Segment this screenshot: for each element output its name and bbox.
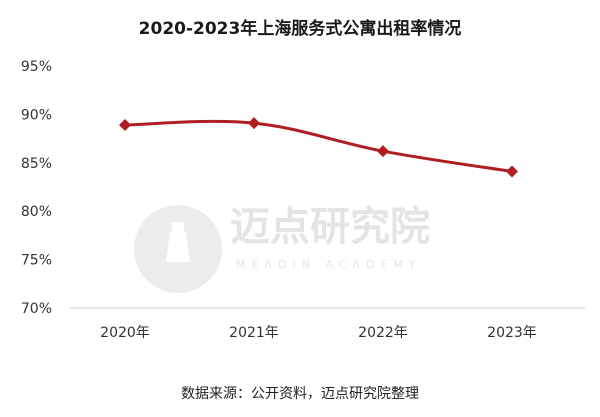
y-tick-label: 70%	[21, 301, 52, 317]
y-axis: 70% 75% 80% 85% 90% 95%	[21, 59, 52, 317]
x-axis: 2020年 2021年 2022年 2023年	[100, 325, 537, 341]
data-point-marker	[248, 117, 260, 130]
source-note: 数据来源：公开资料，迈点研究院整理	[181, 386, 419, 402]
x-tick-label: 2022年	[358, 325, 408, 341]
y-tick-label: 75%	[21, 253, 52, 269]
series-group	[119, 117, 518, 178]
watermark-tower-top	[172, 222, 184, 232]
y-tick-label: 85%	[21, 156, 52, 172]
x-tick-label: 2020年	[100, 325, 150, 341]
data-point-marker	[506, 165, 518, 178]
data-point-marker	[119, 119, 131, 132]
chart-title: 2020-2023年上海服务式公寓出租率情况	[138, 19, 462, 39]
watermark-text: 迈点研究院	[230, 204, 430, 250]
x-tick-label: 2023年	[487, 325, 537, 341]
watermark-tower-icon	[166, 232, 190, 262]
series-line	[124, 119, 513, 173]
watermark-logo: 迈点研究院 MEADIN ACADEMY	[134, 204, 430, 293]
y-tick-label: 90%	[21, 107, 52, 123]
y-tick-label: 80%	[21, 204, 52, 220]
data-point-marker	[377, 145, 389, 158]
x-tick-label: 2021年	[229, 325, 279, 341]
watermark-subtext: MEADIN ACADEMY	[236, 258, 422, 271]
y-tick-label: 95%	[21, 59, 52, 75]
